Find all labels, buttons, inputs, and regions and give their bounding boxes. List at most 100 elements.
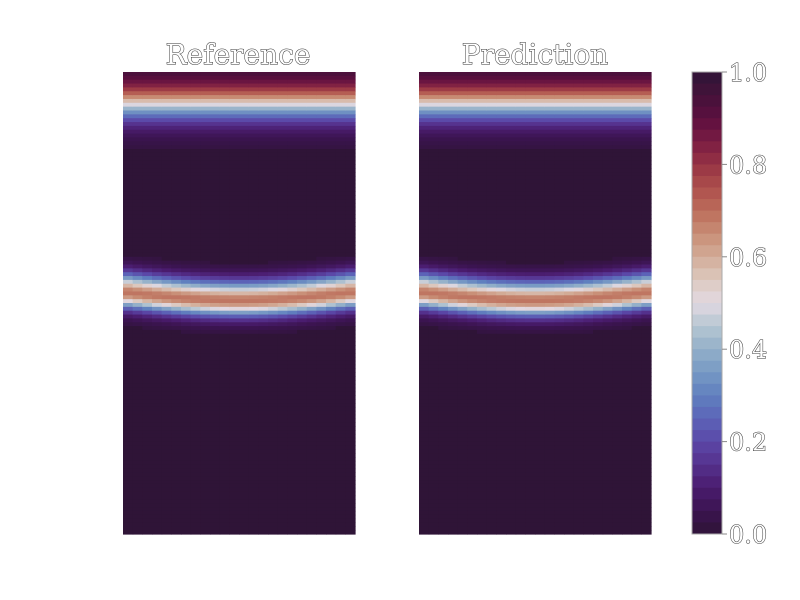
- heatmap-cell: [573, 75, 584, 81]
- heatmap-cell: [132, 337, 143, 343]
- heatmap-cell: [297, 268, 308, 273]
- heatmap-cell: [268, 241, 279, 246]
- heatmap-cell: [248, 333, 259, 339]
- heatmap-cell: [477, 306, 488, 312]
- heatmap-cell: [190, 530, 201, 535]
- heatmap-cell: [210, 175, 221, 181]
- heatmap-cell: [181, 149, 192, 154]
- heatmap-cell: [477, 95, 488, 100]
- heatmap-cell: [467, 149, 478, 154]
- heatmap-cell: [219, 495, 230, 500]
- heatmap-cell: [239, 172, 250, 177]
- heatmap-cell: [544, 172, 555, 177]
- heatmap-cell: [535, 156, 546, 162]
- heatmap-cell: [335, 229, 346, 235]
- heatmap-cell: [326, 530, 337, 535]
- heatmap-cell: [544, 372, 555, 377]
- heatmap-cell: [428, 179, 439, 185]
- heatmap-cell: [142, 202, 153, 208]
- heatmap-cell: [525, 495, 536, 500]
- heatmap-cell: [583, 160, 594, 165]
- heatmap-cell: [248, 406, 259, 412]
- heatmap-cell: [142, 457, 153, 462]
- heatmap-cell: [438, 468, 449, 473]
- heatmap-cell: [419, 495, 430, 500]
- heatmap-cell: [486, 122, 497, 127]
- heatmap-cell: [316, 503, 327, 508]
- heatmap-cell: [326, 210, 337, 216]
- heatmap-cell: [287, 476, 298, 481]
- heatmap-cell: [573, 514, 584, 520]
- heatmap-cell: [535, 195, 546, 200]
- heatmap-cell: [152, 433, 163, 439]
- heatmap-cell: [306, 418, 317, 423]
- heatmap-cell: [496, 518, 507, 524]
- heatmap-cell: [268, 480, 279, 485]
- heatmap-cell: [239, 98, 250, 104]
- heatmap-cell: [190, 114, 201, 119]
- heatmap-cell: [306, 318, 317, 323]
- heatmap-cell: [210, 268, 221, 273]
- heatmap-cell: [345, 245, 356, 250]
- heatmap-cell: [583, 91, 594, 96]
- heatmap-cell: [132, 380, 143, 385]
- heatmap-cell: [190, 222, 201, 227]
- heatmap-cell: [448, 118, 459, 123]
- heatmap-cell: [525, 260, 536, 266]
- heatmap-cell: [326, 437, 337, 443]
- heatmap-cell: [345, 391, 356, 396]
- heatmap-cell: [152, 337, 163, 343]
- heatmap-cell: [544, 210, 555, 216]
- heatmap-cell: [335, 137, 346, 142]
- heatmap-cell: [229, 507, 240, 512]
- heatmap-cell: [316, 114, 327, 119]
- heatmap-cell: [258, 480, 269, 485]
- heatmap-cell: [229, 229, 240, 235]
- heatmap-cell: [496, 422, 507, 427]
- heatmap-cell: [200, 349, 211, 354]
- heatmap-cell: [583, 264, 594, 269]
- heatmap-cell: [181, 279, 192, 285]
- heatmap-cell: [554, 468, 565, 473]
- heatmap-cell: [506, 283, 517, 289]
- heatmap-cell: [345, 187, 356, 192]
- heatmap-cell: [268, 149, 279, 154]
- heatmap-cell: [306, 152, 317, 158]
- heatmap-cell: [564, 510, 575, 516]
- heatmap-cell: [210, 530, 221, 535]
- heatmap-cell: [583, 256, 594, 262]
- heatmap-cell: [142, 287, 153, 293]
- heatmap-cell: [161, 468, 172, 473]
- heatmap-cell: [277, 345, 288, 350]
- heatmap-cell: [496, 476, 507, 481]
- heatmap-cell: [210, 472, 221, 477]
- heatmap-cell: [219, 129, 230, 135]
- heatmap-cell: [277, 503, 288, 508]
- heatmap-cell: [132, 422, 143, 427]
- heatmap-cell: [564, 206, 575, 212]
- heatmap-cell: [535, 487, 546, 493]
- heatmap-cell: [457, 395, 468, 400]
- heatmap-cell: [467, 318, 478, 323]
- heatmap-cell: [239, 183, 250, 189]
- heatmap-cell: [326, 326, 337, 331]
- heatmap-cell: [123, 156, 134, 162]
- heatmap-cell: [573, 187, 584, 192]
- heatmap-cell: [123, 226, 134, 231]
- heatmap-cell: [419, 433, 430, 439]
- heatmap-cell: [345, 449, 356, 454]
- heatmap-cell: [573, 318, 584, 323]
- heatmap-cell: [306, 199, 317, 204]
- heatmap-cell: [200, 149, 211, 154]
- heatmap-cell: [297, 410, 308, 416]
- heatmap-cell: [219, 510, 230, 516]
- heatmap-cell: [181, 195, 192, 200]
- heatmap-cell: [438, 491, 449, 497]
- heatmap-cell: [287, 437, 298, 443]
- heatmap-cell: [457, 518, 468, 524]
- heatmap-cell: [419, 141, 430, 146]
- heatmap-cell: [152, 522, 163, 527]
- heatmap-cell: [544, 468, 555, 473]
- heatmap-cell: [335, 303, 346, 308]
- heatmap-cell: [486, 179, 497, 185]
